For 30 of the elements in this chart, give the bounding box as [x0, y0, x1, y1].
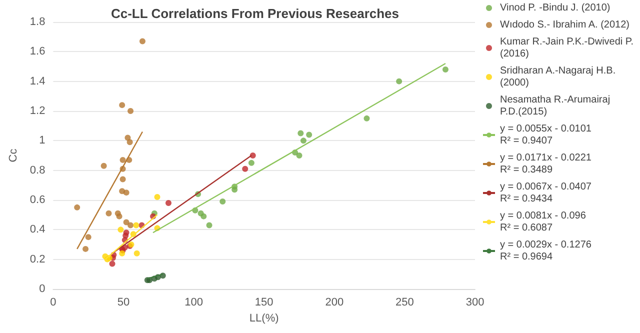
y-tick-label: 0.8 [30, 164, 46, 176]
legend-label: Wıdodo S.- Ibrahim A. (2012) [500, 20, 630, 30]
legend-label: y = 0.0055x - 0.0101 R² = 0.9407 [500, 124, 592, 146]
x-tick-label: 250 [396, 296, 414, 308]
x-tick-label: 0 [50, 296, 56, 308]
y-tick-label: 0 [39, 283, 46, 295]
x-tick-label: 100 [184, 296, 203, 308]
y-tick-label: 1.6 [30, 46, 46, 58]
y-tick-label: 0.2 [30, 253, 46, 266]
legend-label: y = 0.0081x - 0.096 R² = 0.6087 [500, 210, 586, 234]
x-tick-label: 50 [117, 296, 130, 308]
y-tick-label: 1.8 [30, 16, 46, 28]
x-axis-title: LL(%) [249, 312, 279, 324]
y-tick-label: 1.2 [30, 105, 46, 117]
legend-label: Nesamatha R.-Arumairaj P.D.(2015) [500, 94, 613, 118]
legend-label: Kumar R.-Jain P.K.-Dwivedi P. (2016) [500, 36, 636, 60]
y-tick-label: 1 [39, 134, 46, 147]
legend-label: Vinod P. -Bindu J. (2010) [500, 2, 610, 14]
y-tick-label: 0.4 [30, 224, 46, 236]
legend-label: y = 0.0029x - 0.1276 R² = 0.9694 [500, 240, 592, 262]
y-tick-label: 0.6 [30, 194, 46, 206]
legend-label: y = 0.0067x - 0.0407 R² = 0.9434 [500, 182, 592, 204]
x-tick-label: 300 [466, 296, 484, 308]
x-tick-label: 150 [254, 296, 274, 308]
legend-label: y = 0.0171x - 0.0221 R² = 0.3489 [500, 152, 592, 176]
y-axis-title: Cc [8, 148, 20, 162]
chart-title: Cc-LL Correlations From Previous Researches [110, 6, 400, 21]
x-tick-label: 200 [325, 296, 344, 308]
y-tick-label: 1.4 [30, 75, 46, 88]
legend-label: Sridharan A.-Nagaraj H.B. (2000) [500, 66, 618, 88]
